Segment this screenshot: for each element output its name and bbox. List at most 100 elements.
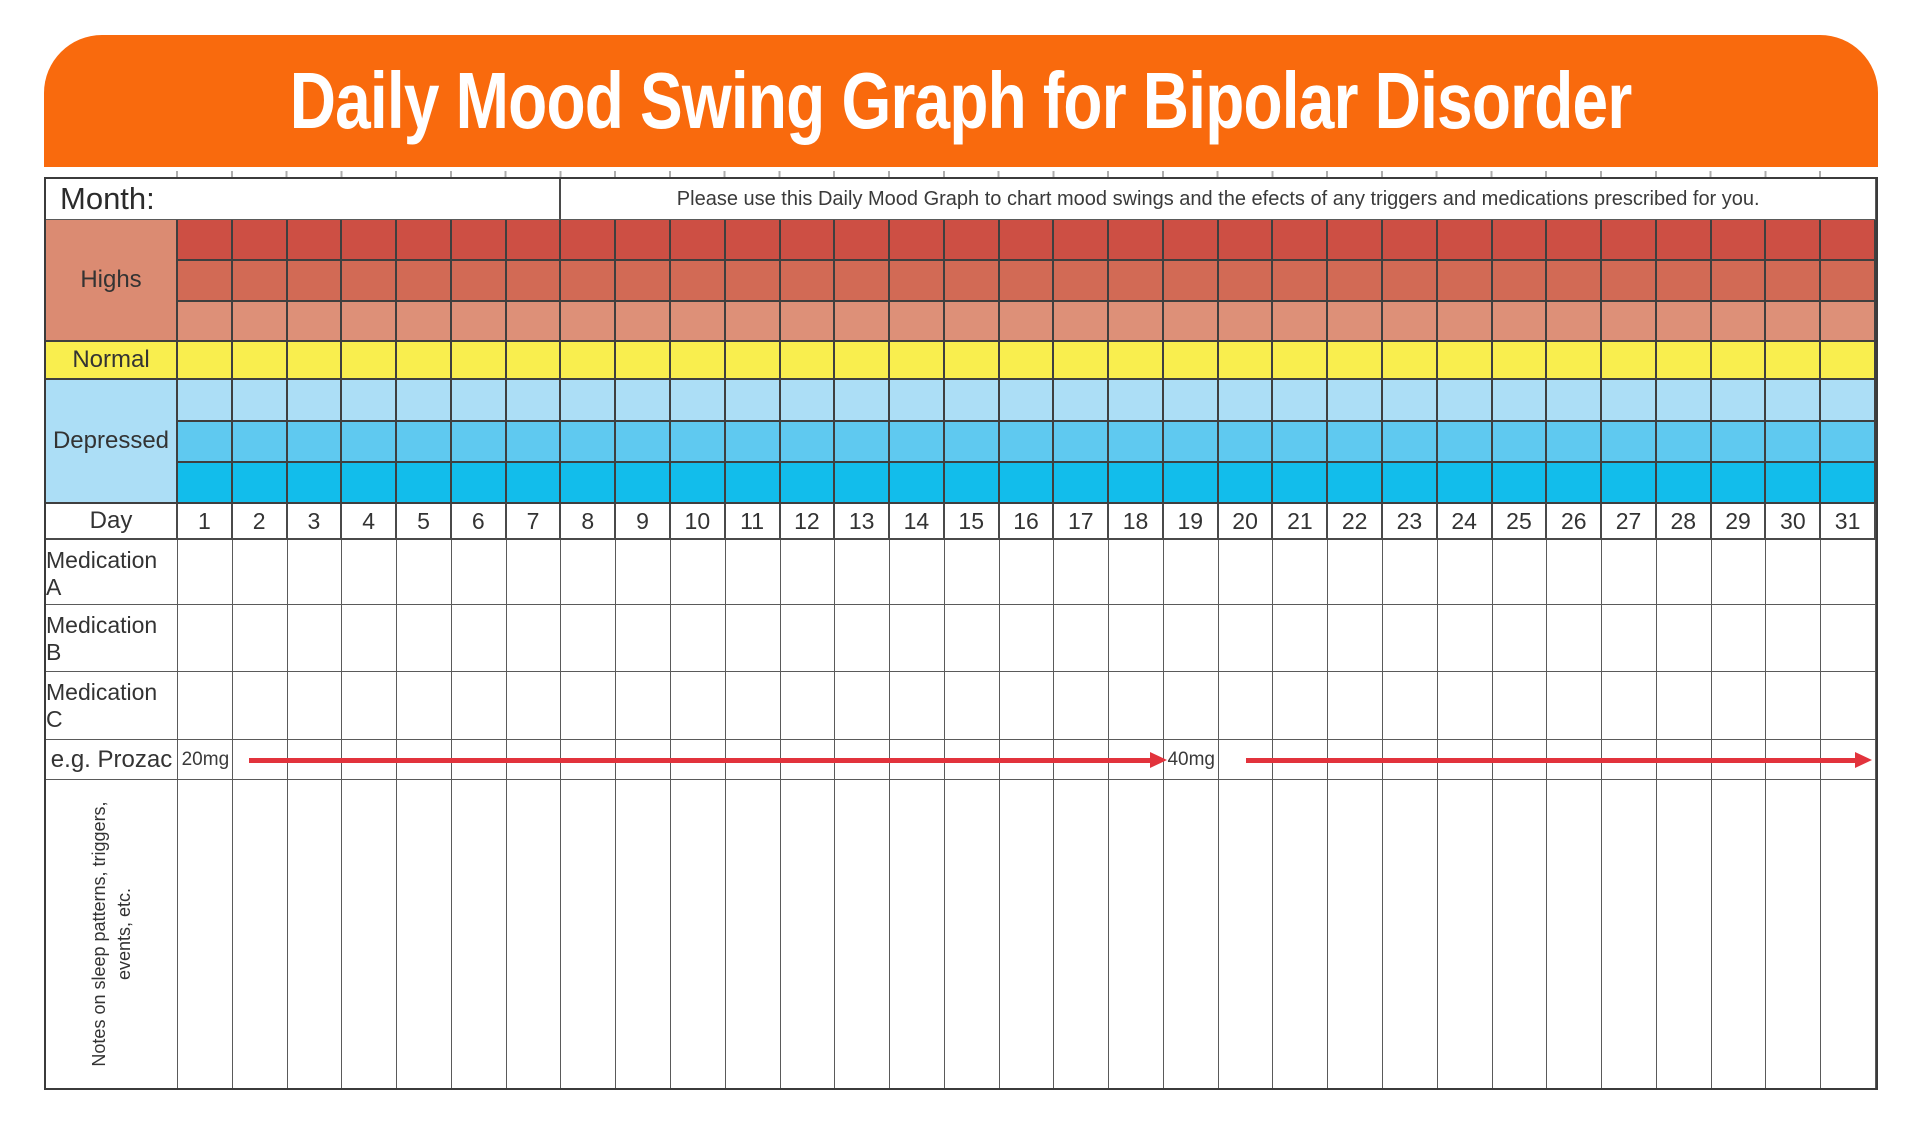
notes-cell [725, 780, 781, 1088]
column-ticks [176, 171, 1874, 177]
mood-cell-high [232, 302, 288, 342]
medication-a-label: Medication A [46, 547, 158, 600]
mood-cell-depressed [725, 463, 781, 504]
mood-cell-depressed [1163, 380, 1219, 422]
mood-cell-high [835, 261, 891, 302]
mood-cell-high [1602, 220, 1657, 261]
mood-cell-high [780, 220, 836, 261]
example-dose-cell [1492, 740, 1548, 780]
normal-label: Normal [72, 346, 150, 373]
notes-cell [561, 780, 617, 1088]
mood-cell-depressed [1821, 380, 1876, 422]
medication-cell [1218, 540, 1274, 605]
mood-cell-depressed [1656, 422, 1712, 463]
medication-cell [1383, 672, 1438, 740]
medication-cell [944, 540, 1000, 605]
mood-cell-depressed [616, 422, 671, 463]
mood-cell-depressed [999, 463, 1055, 504]
mood-cell-depressed [616, 463, 671, 504]
medication-cell [835, 672, 891, 740]
day-number-cell: 19 [1163, 504, 1219, 540]
mood-cell-depressed [1218, 380, 1274, 422]
mood-cell-depressed [999, 422, 1055, 463]
mood-cell-high [1109, 220, 1164, 261]
notes-cell [397, 780, 452, 1088]
mood-cell-high [1218, 220, 1274, 261]
mood-cell-depressed [1163, 463, 1219, 504]
mood-cell-high [999, 220, 1055, 261]
mood-cell-high [670, 220, 726, 261]
day-number-cell: 26 [1547, 504, 1603, 540]
mood-cell-high [451, 220, 507, 261]
mood-cell-high [725, 261, 781, 302]
notes-cell [342, 780, 398, 1088]
example-dose-cell [506, 740, 562, 780]
medication-cell [178, 605, 233, 672]
mood-cell-high [835, 302, 891, 342]
day-number-cell: 14 [890, 504, 945, 540]
mood-cell-high [1602, 302, 1657, 342]
day-number-cell: 23 [1383, 504, 1438, 540]
notes-cell [1437, 780, 1493, 1088]
day-number-cell: 27 [1602, 504, 1657, 540]
mood-cell-depressed [506, 380, 562, 422]
mood-cell-high [1821, 302, 1876, 342]
mood-cell-depressed [178, 463, 233, 504]
mood-cell-depressed [725, 380, 781, 422]
mood-cell-high [1054, 302, 1110, 342]
notes-cell [1821, 780, 1876, 1088]
medication-cell [670, 672, 726, 740]
mood-cell-high [725, 220, 781, 261]
mood-cell-high [342, 220, 398, 261]
mood-cell-depressed [506, 463, 562, 504]
notes-cell [1383, 780, 1438, 1088]
mood-cell-depressed [890, 463, 945, 504]
mood-cell-high [561, 261, 617, 302]
notes-cell [1492, 780, 1548, 1088]
mood-cell-high [1656, 261, 1712, 302]
mood-cell-normal [1218, 342, 1274, 380]
mood-cell-depressed [890, 380, 945, 422]
mood-cell-depressed [835, 463, 891, 504]
medication-c-label-cell: Medication C [46, 672, 178, 740]
mood-cell-high [1163, 302, 1219, 342]
medication-cell [999, 540, 1055, 605]
mood-cell-depressed [1054, 380, 1110, 422]
example-dose-cell [1109, 740, 1164, 780]
mood-cell-depressed [287, 380, 343, 422]
medication-cell [1492, 540, 1548, 605]
medication-cell [1109, 672, 1164, 740]
day-number-cell: 15 [944, 504, 1000, 540]
mood-cell-high [1109, 261, 1164, 302]
mood-cell-high [1821, 220, 1876, 261]
notes-cell [506, 780, 562, 1088]
medication-cell [397, 540, 452, 605]
depressed-label: Depressed [52, 427, 170, 454]
medication-cell [287, 605, 343, 672]
mood-cell-depressed [835, 380, 891, 422]
medication-cell [1054, 605, 1110, 672]
mood-cell-high [1766, 302, 1822, 342]
mood-cell-normal [780, 342, 836, 380]
medication-cell [1656, 605, 1712, 672]
medication-cell [1383, 540, 1438, 605]
day-number-cell: 25 [1492, 504, 1548, 540]
mood-cell-depressed [397, 422, 452, 463]
medication-cell [1328, 605, 1384, 672]
day-number-cell: 3 [287, 504, 343, 540]
mood-cell-normal [1492, 342, 1548, 380]
mood-cell-high [1492, 302, 1548, 342]
mood-cell-depressed [178, 380, 233, 422]
mood-cell-depressed [1328, 380, 1384, 422]
mood-cell-depressed [1547, 380, 1603, 422]
mood-cell-high [506, 261, 562, 302]
mood-cell-high [835, 220, 891, 261]
day-number-cell: 4 [342, 504, 398, 540]
mood-cell-high [1163, 220, 1219, 261]
day-number-cell: 7 [506, 504, 562, 540]
medication-cell [1547, 672, 1603, 740]
medication-cell [1656, 540, 1712, 605]
mood-cell-depressed [232, 422, 288, 463]
medication-cell [1547, 605, 1603, 672]
mood-cell-depressed [1109, 380, 1164, 422]
